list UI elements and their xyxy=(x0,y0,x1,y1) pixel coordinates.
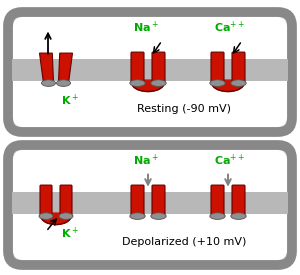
FancyBboxPatch shape xyxy=(8,12,292,132)
FancyBboxPatch shape xyxy=(12,192,288,214)
FancyBboxPatch shape xyxy=(232,185,245,217)
Text: Resting (-90 mV): Resting (-90 mV) xyxy=(137,104,231,114)
Ellipse shape xyxy=(130,213,145,219)
Text: Depolarized (+10 mV): Depolarized (+10 mV) xyxy=(122,237,246,247)
FancyBboxPatch shape xyxy=(211,185,224,217)
FancyBboxPatch shape xyxy=(211,52,224,84)
Ellipse shape xyxy=(210,213,225,219)
Ellipse shape xyxy=(151,80,166,86)
Ellipse shape xyxy=(231,213,246,219)
Polygon shape xyxy=(212,80,244,92)
Text: Ca$^{++}$: Ca$^{++}$ xyxy=(214,20,246,35)
FancyBboxPatch shape xyxy=(13,150,287,260)
FancyBboxPatch shape xyxy=(152,52,165,84)
Ellipse shape xyxy=(39,213,53,219)
Ellipse shape xyxy=(59,213,73,219)
Polygon shape xyxy=(40,53,53,83)
FancyBboxPatch shape xyxy=(232,52,245,84)
FancyBboxPatch shape xyxy=(8,145,292,265)
FancyBboxPatch shape xyxy=(60,185,72,217)
Text: Na$^+$: Na$^+$ xyxy=(133,20,159,35)
Ellipse shape xyxy=(41,80,56,86)
Polygon shape xyxy=(132,80,164,92)
Ellipse shape xyxy=(56,80,70,86)
FancyBboxPatch shape xyxy=(131,52,144,84)
Polygon shape xyxy=(41,213,71,224)
Ellipse shape xyxy=(231,80,246,86)
Text: Na$^+$: Na$^+$ xyxy=(133,153,159,168)
Ellipse shape xyxy=(130,80,145,86)
Ellipse shape xyxy=(210,80,225,86)
Text: K$^+$: K$^+$ xyxy=(61,226,79,241)
FancyBboxPatch shape xyxy=(12,59,288,81)
FancyBboxPatch shape xyxy=(152,185,165,217)
FancyBboxPatch shape xyxy=(131,185,144,217)
FancyBboxPatch shape xyxy=(13,17,287,127)
Ellipse shape xyxy=(151,213,166,219)
Text: Ca$^{++}$: Ca$^{++}$ xyxy=(214,153,246,168)
FancyBboxPatch shape xyxy=(40,185,52,217)
Text: K$^+$: K$^+$ xyxy=(61,93,79,108)
Polygon shape xyxy=(58,53,73,83)
